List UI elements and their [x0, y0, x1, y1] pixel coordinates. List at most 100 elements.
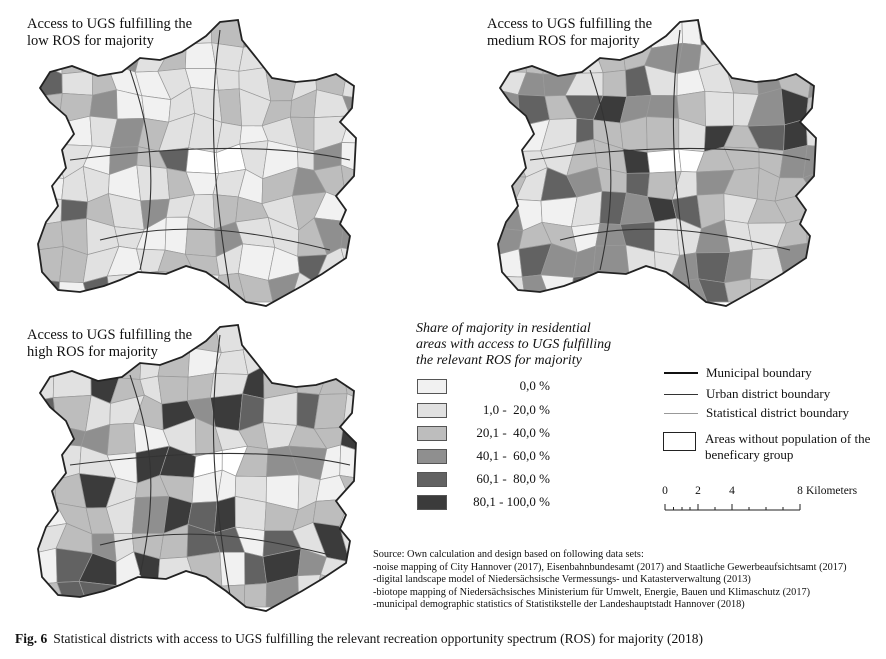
statistical-district — [38, 444, 67, 481]
statistical-district — [314, 279, 350, 303]
statistical-district — [345, 272, 356, 303]
map-title-line: high ROS for majority — [27, 344, 158, 360]
legend-class-row: 60,1 - 80,0 % — [417, 470, 550, 488]
statistical-district — [38, 120, 60, 146]
statistical-district — [263, 341, 297, 378]
legend-class-row: 0,0 % — [417, 377, 550, 395]
statistical-district — [78, 580, 117, 608]
source-line: -noise mapping of City Hannover (2017), … — [373, 561, 847, 573]
statistical-district — [807, 271, 816, 303]
statistical-district — [724, 36, 757, 64]
statistical-district — [317, 20, 354, 45]
legend-class-label: 80,1 - 100,0 % — [473, 494, 550, 509]
source-notes: Source: Own calculation and design based… — [373, 549, 847, 612]
statistical-district — [655, 273, 678, 303]
statistical-district — [261, 325, 290, 354]
legend-boundary-label: Urban district boundary — [706, 386, 831, 401]
statistical-district — [38, 397, 57, 429]
source-line: -digital landscape model of Niedersächsi… — [373, 574, 751, 585]
statistical-district — [38, 175, 65, 200]
legend-class-row: 20,1 - 40,0 % — [417, 424, 550, 442]
statistical-district — [38, 60, 63, 98]
map-title-line: low ROS for majority — [27, 33, 154, 49]
map-low-ros-svg — [37, 19, 357, 307]
source-line: -biotope mapping of Niedersächsisches Mi… — [373, 586, 811, 598]
statistical-district — [38, 143, 65, 179]
statistical-district — [243, 20, 276, 48]
legend-class-row: 80,1 - 100,0 % — [417, 493, 550, 511]
statistical-district — [340, 220, 356, 253]
statistical-district — [52, 368, 92, 398]
statistical-district — [264, 39, 300, 68]
statistical-district — [776, 242, 809, 282]
legend-class-row: 40,1 - 60,0 % — [417, 447, 550, 465]
statistical-district — [498, 122, 521, 153]
statistical-district — [61, 70, 94, 96]
statistical-district — [209, 393, 243, 432]
municipal-boundary-line — [664, 372, 698, 374]
statistical-district — [60, 199, 89, 222]
scale-tick-label: 8 — [797, 485, 803, 497]
urban-district-boundary — [69, 29, 351, 291]
statistical-district — [540, 196, 578, 228]
legend-title-line: Share of majority in residential — [416, 321, 591, 336]
statistical-district — [157, 375, 189, 405]
statistical-district — [312, 325, 353, 351]
legend-no-population-line: Areas without population of the — [705, 431, 871, 446]
statistical-district — [288, 348, 328, 377]
statistical-district — [157, 271, 196, 303]
legend-swatch — [417, 471, 447, 487]
statistical-district — [186, 551, 223, 587]
statistical-district — [187, 372, 215, 401]
map-title-line: medium ROS for majority — [487, 33, 640, 49]
legend-class-row: 1,0 - 20,0 % — [417, 401, 550, 419]
statistical-district — [136, 164, 170, 202]
statistical-district — [751, 20, 784, 45]
statistical-district — [130, 578, 165, 608]
statistical-district — [38, 368, 55, 402]
statistical-district — [625, 273, 657, 303]
legend-class-label: 40,1 - 60,0 % — [476, 448, 550, 463]
municipal-boundary — [37, 324, 357, 612]
map-low-ros: Access to UGS fulfilling the low ROS for… — [10, 10, 380, 315]
statistical-district — [575, 118, 595, 144]
statistical-district — [109, 585, 145, 608]
statistical-district — [342, 393, 356, 428]
statistical-district — [602, 69, 627, 98]
legend-class-label: 1,0 - 20,0 % — [482, 402, 550, 417]
statistical-district — [38, 278, 60, 303]
statistical-district — [341, 115, 356, 144]
map-high-ros: Access to UGS fulfilling the high ROS fo… — [10, 315, 380, 620]
scale-tick-label: 2 — [695, 485, 701, 497]
statistical-district — [184, 68, 219, 91]
statistical-district — [38, 424, 67, 451]
map-title-line: Access to UGS fulfilling the — [27, 16, 193, 32]
statistical-district — [339, 325, 356, 352]
statistical-district — [218, 88, 243, 127]
statistical-district — [695, 252, 731, 284]
statistical-district — [751, 39, 784, 64]
statistical-district — [215, 68, 240, 91]
legend-no-population-label: Areas without population of the benefica… — [705, 431, 885, 463]
statistical-district — [141, 95, 172, 123]
district-layer — [38, 325, 356, 608]
district-layer — [38, 20, 356, 303]
statistical-district — [773, 43, 813, 71]
legend-no-population-line: beneficary group — [705, 447, 794, 462]
statistical-district — [569, 274, 604, 303]
scale-bar-graphic — [664, 504, 801, 511]
district-layer — [498, 20, 816, 303]
legend-swatch — [417, 402, 447, 418]
statistical-district — [498, 139, 527, 178]
statistical-district — [802, 145, 816, 179]
statistical-district — [805, 217, 816, 246]
statistical-district — [805, 20, 816, 48]
statistical-district — [654, 217, 680, 256]
figure-caption: Fig. 6 Statistical districts with access … — [15, 631, 703, 647]
figure-caption-label: Fig. 6 — [15, 631, 48, 646]
source-line: -municipal demographic statistics of Sta… — [373, 599, 745, 610]
statistical-district — [296, 146, 315, 171]
statistical-district — [622, 148, 651, 174]
legend-swatch — [417, 494, 447, 510]
statistical-district — [592, 244, 631, 282]
